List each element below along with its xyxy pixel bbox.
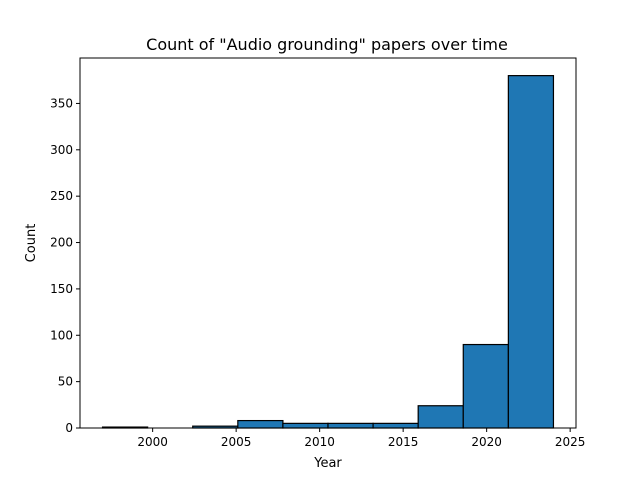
chart-title: Count of "Audio grounding" papers over t… bbox=[146, 35, 508, 54]
histogram-bar-5 bbox=[327, 422, 374, 429]
x-tick-label: 2000 bbox=[137, 435, 168, 449]
y-tick-label: 300 bbox=[50, 143, 73, 157]
x-tick-label: 2020 bbox=[471, 435, 502, 449]
x-axis-label: Year bbox=[313, 456, 342, 471]
histogram-bar-4 bbox=[282, 422, 329, 429]
y-tick-label: 150 bbox=[50, 282, 73, 296]
x-tick-label: 2015 bbox=[388, 435, 419, 449]
y-tick-label: 350 bbox=[50, 96, 73, 110]
x-tick-label: 2005 bbox=[221, 435, 252, 449]
y-tick-label: 250 bbox=[50, 189, 73, 203]
histogram-bar-9 bbox=[507, 75, 555, 429]
histogram-bar-7 bbox=[417, 405, 464, 429]
y-tick-label: 200 bbox=[50, 236, 73, 250]
y-tick-label: 50 bbox=[58, 375, 73, 389]
histogram-bar-8 bbox=[462, 343, 509, 429]
y-axis-ticks: 0 50 100 150 200 250 300 350 bbox=[50, 96, 80, 435]
x-tick-label: 2025 bbox=[555, 435, 586, 449]
x-tick-label: 2010 bbox=[304, 435, 335, 449]
y-tick-label: 0 bbox=[65, 421, 73, 435]
histogram-bar-3 bbox=[237, 419, 284, 429]
y-tick-label: 100 bbox=[50, 328, 73, 342]
plot-frame bbox=[79, 57, 577, 429]
y-axis-label: Count bbox=[24, 224, 39, 263]
bars-group bbox=[101, 75, 555, 429]
histogram-bar-6 bbox=[372, 422, 419, 429]
x-axis-ticks: 2000 2005 2010 2015 2020 2025 bbox=[137, 428, 585, 449]
